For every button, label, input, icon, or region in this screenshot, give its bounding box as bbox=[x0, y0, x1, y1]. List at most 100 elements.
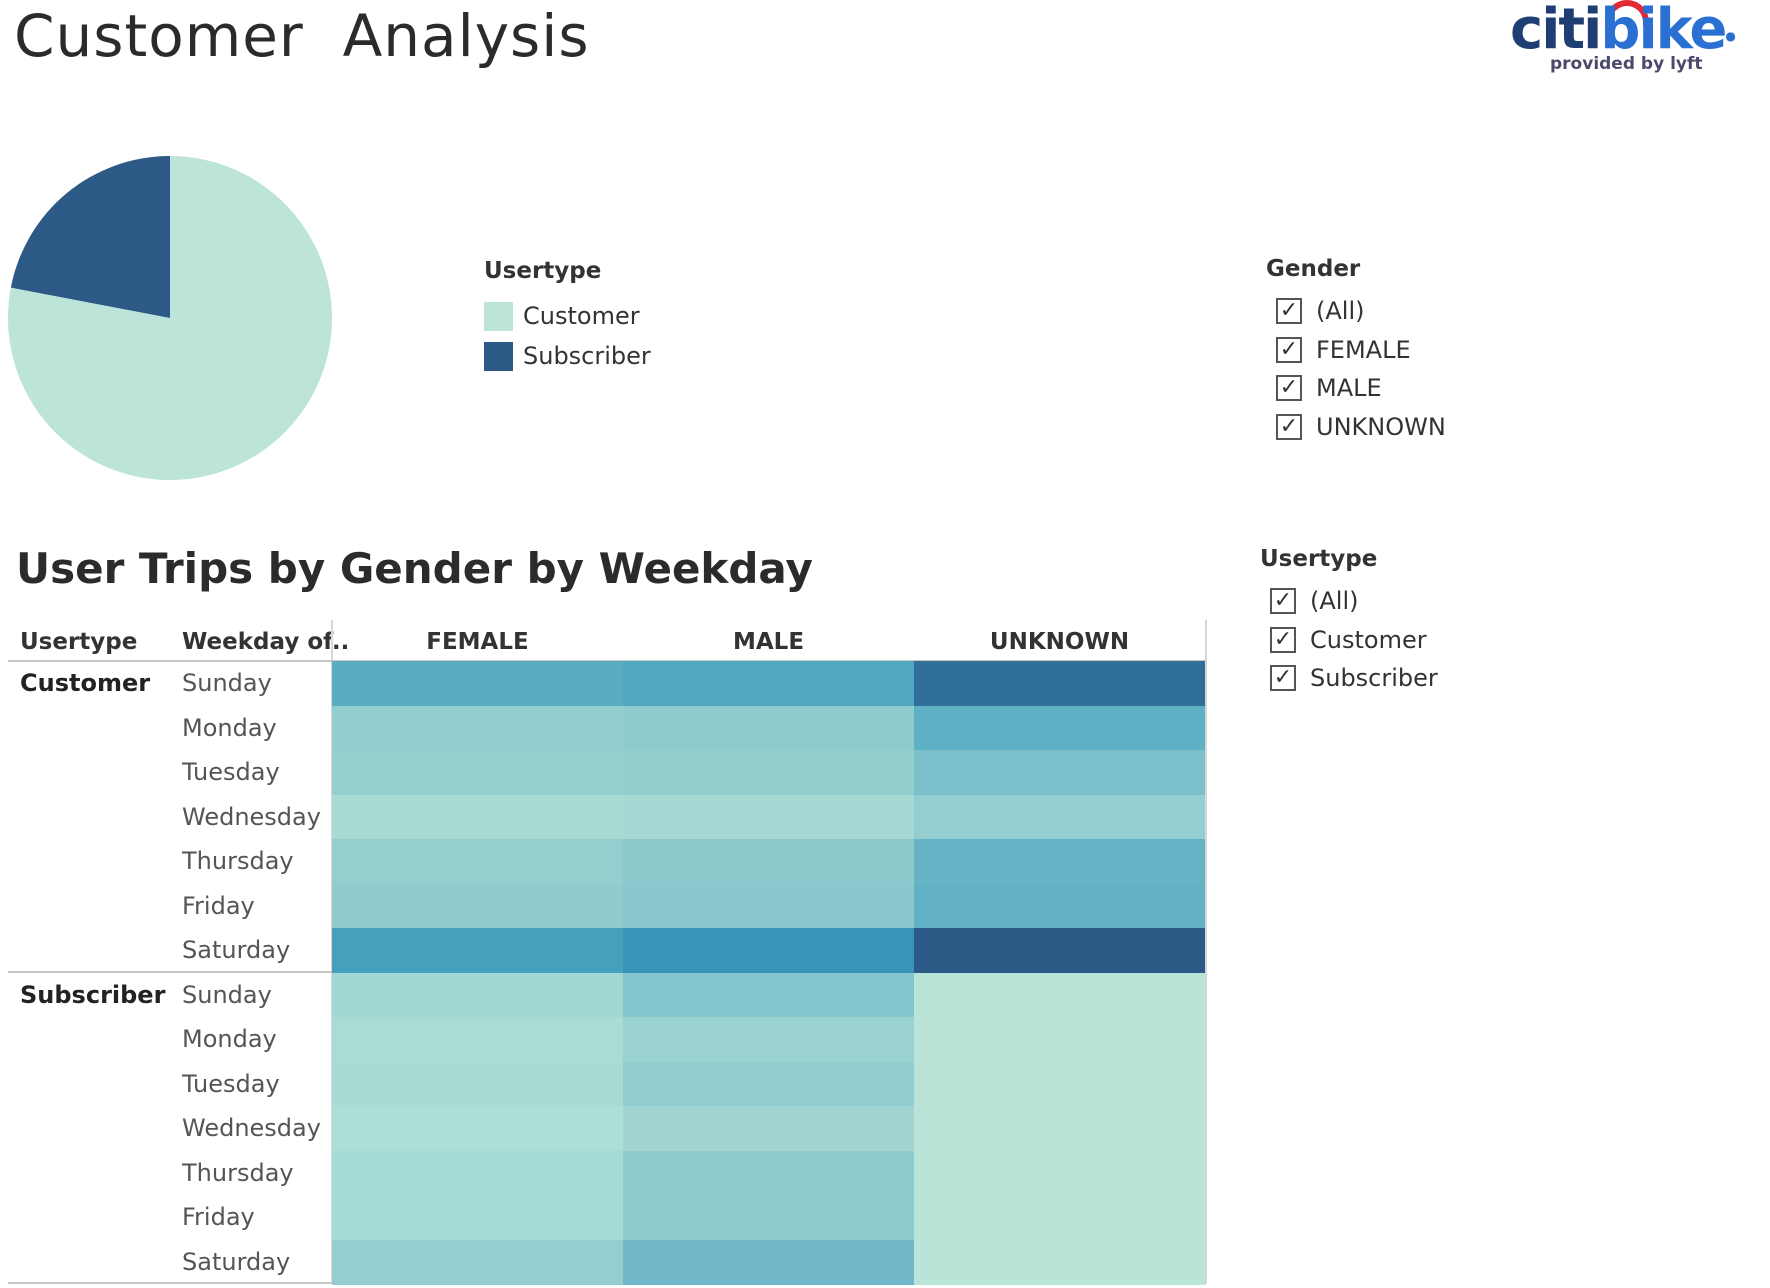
weekday-label-wednesday[interactable]: Wednesday bbox=[182, 802, 321, 831]
weekday-label-friday[interactable]: Friday bbox=[182, 891, 255, 920]
filter-label: MALE bbox=[1316, 374, 1382, 403]
heatmap-cell[interactable] bbox=[914, 928, 1205, 974]
usertype-filter-customer[interactable]: ✓ Customer bbox=[1260, 621, 1438, 660]
heatmap-cell[interactable] bbox=[914, 1017, 1205, 1063]
heatmap-cell[interactable] bbox=[914, 1150, 1205, 1196]
weekday-label-sunday[interactable]: Sunday bbox=[182, 669, 272, 697]
heatmap-title: User Trips by Gender by Weekday bbox=[16, 544, 813, 593]
heatmap-cell[interactable] bbox=[914, 794, 1205, 840]
weekday-label-monday[interactable]: Monday bbox=[182, 1025, 277, 1053]
gender-filter-all[interactable]: ✓ (All) bbox=[1266, 292, 1446, 331]
row-header-usertype: Usertype bbox=[20, 629, 138, 655]
weekday-label-sunday[interactable]: Sunday bbox=[182, 980, 272, 1009]
check-icon[interactable]: ✓ bbox=[1276, 336, 1302, 363]
heatmap-cell[interactable] bbox=[914, 972, 1205, 1018]
heatmap-cell[interactable] bbox=[623, 1195, 914, 1241]
gender-filter-female[interactable]: ✓ FEMALE bbox=[1266, 331, 1446, 370]
citibike-logo: citibike● provided by lyft bbox=[1510, 0, 1736, 80]
heatmap-cell[interactable] bbox=[623, 972, 914, 1018]
filter-label: (All) bbox=[1316, 297, 1365, 326]
weekday-label-friday[interactable]: Friday bbox=[182, 1203, 255, 1231]
heatmap-cell[interactable] bbox=[914, 883, 1205, 929]
heatmap-cell[interactable] bbox=[623, 928, 914, 974]
weekday-label-thursday[interactable]: Thursday bbox=[182, 1158, 294, 1187]
weekday-label-saturday[interactable]: Saturday bbox=[182, 936, 291, 964]
heatmap-cell[interactable] bbox=[623, 705, 914, 751]
heatmap-cell[interactable] bbox=[332, 839, 623, 885]
heatmap-cell[interactable] bbox=[623, 1061, 914, 1107]
pie-slice-subscriber[interactable] bbox=[10, 156, 171, 318]
weekday-label-tuesday[interactable]: Tuesday bbox=[182, 1069, 280, 1098]
column-header-female[interactable]: FEMALE bbox=[426, 629, 529, 655]
usertype-filter-all[interactable]: ✓ (All) bbox=[1260, 582, 1438, 621]
weekday-label-wednesday[interactable]: Wednesday bbox=[182, 1114, 321, 1142]
heatmap-cell[interactable] bbox=[332, 883, 623, 929]
usertype-filter-subscriber[interactable]: ✓ Subscriber bbox=[1260, 659, 1438, 698]
check-icon[interactable]: ✓ bbox=[1276, 413, 1302, 440]
heatmap-cell[interactable] bbox=[332, 1195, 623, 1241]
check-icon[interactable]: ✓ bbox=[1276, 298, 1302, 325]
heatmap-cell[interactable] bbox=[623, 1150, 914, 1196]
check-icon[interactable]: ✓ bbox=[1270, 626, 1296, 653]
heatmap-cell[interactable] bbox=[332, 1106, 623, 1152]
legend-swatch-customer bbox=[484, 301, 513, 331]
legend-title: Usertype bbox=[484, 258, 602, 284]
legend-item-subscriber[interactable]: Subscriber bbox=[484, 336, 651, 376]
heatmap-cell[interactable] bbox=[332, 750, 623, 796]
heatmap-cell[interactable] bbox=[623, 794, 914, 840]
check-icon[interactable]: ✓ bbox=[1270, 588, 1296, 615]
pie-slice-customer[interactable] bbox=[7, 156, 332, 480]
usertype-filter: Usertype ✓ (All) ✓ Customer ✓ Subscriber bbox=[1260, 546, 1438, 698]
page-title: Customer Analysis bbox=[14, 2, 590, 70]
weekday-label-tuesday[interactable]: Tuesday bbox=[182, 758, 280, 786]
heatmap-cell[interactable] bbox=[623, 1017, 914, 1063]
check-icon[interactable]: ✓ bbox=[1276, 375, 1302, 402]
heatmap-cell[interactable] bbox=[332, 1061, 623, 1107]
weekday-label-monday[interactable]: Monday bbox=[182, 713, 277, 742]
heatmap-cell[interactable] bbox=[332, 794, 623, 840]
group-label-customer[interactable]: Customer bbox=[20, 669, 151, 697]
weekday-label-saturday[interactable]: Saturday bbox=[182, 1247, 291, 1276]
logo-word-bike: bike bbox=[1600, 0, 1727, 62]
gender-filter-male[interactable]: ✓ MALE bbox=[1266, 369, 1446, 408]
check-icon[interactable]: ✓ bbox=[1270, 665, 1296, 692]
legend-label-subscriber: Subscriber bbox=[523, 342, 651, 370]
logo-arc-icon bbox=[1605, 0, 1649, 26]
heatmap-cell[interactable] bbox=[332, 1017, 623, 1063]
heatmap-cell[interactable] bbox=[332, 1150, 623, 1196]
heatmap-cell[interactable] bbox=[623, 1239, 914, 1285]
heatmap-cell[interactable] bbox=[332, 928, 623, 974]
legend-item-customer[interactable]: Customer bbox=[484, 296, 651, 336]
column-header-unknown[interactable]: UNKNOWN bbox=[989, 629, 1130, 655]
heatmap-cell[interactable] bbox=[623, 1106, 914, 1152]
weekday-label-thursday[interactable]: Thursday bbox=[182, 847, 294, 875]
filter-label: (All) bbox=[1310, 587, 1359, 616]
heatmap-cell[interactable] bbox=[914, 1195, 1205, 1241]
logo-word-citi: citi bbox=[1510, 0, 1602, 62]
heatmap-cell[interactable] bbox=[914, 1106, 1205, 1152]
usertype-pie-chart[interactable] bbox=[6, 154, 334, 482]
heatmap-cell[interactable] bbox=[914, 750, 1205, 796]
heatmap-cell[interactable] bbox=[623, 750, 914, 796]
filter-label: FEMALE bbox=[1316, 335, 1411, 364]
heatmap-cell[interactable] bbox=[914, 839, 1205, 885]
heatmap-cell[interactable] bbox=[914, 705, 1205, 751]
usertype-filter-title: Usertype bbox=[1260, 546, 1378, 572]
heatmap-grid bbox=[332, 661, 1205, 1285]
heatmap-cell[interactable] bbox=[332, 661, 623, 707]
heatmap-cell[interactable] bbox=[623, 839, 914, 885]
column-header-male[interactable]: MALE bbox=[732, 629, 805, 655]
heatmap-cell[interactable] bbox=[914, 1239, 1205, 1285]
heatmap-cell[interactable] bbox=[332, 705, 623, 751]
gender-filter: Gender ✓ (All) ✓ FEMALE ✓ MALE ✓ UNKNOWN bbox=[1266, 256, 1446, 446]
heatmap-cell[interactable] bbox=[332, 972, 623, 1018]
gender-filter-unknown[interactable]: ✓ UNKNOWN bbox=[1266, 408, 1446, 447]
heatmap-cell[interactable] bbox=[623, 883, 914, 929]
row-header-weekday[interactable]: Weekday of.. bbox=[182, 629, 350, 655]
group-label-subscriber[interactable]: Subscriber bbox=[20, 980, 166, 1009]
heatmap-cell[interactable] bbox=[332, 1239, 623, 1285]
legend-label-customer: Customer bbox=[523, 302, 640, 330]
heatmap-cell[interactable] bbox=[914, 661, 1205, 707]
heatmap-cell[interactable] bbox=[914, 1061, 1205, 1107]
heatmap-cell[interactable] bbox=[623, 661, 914, 707]
